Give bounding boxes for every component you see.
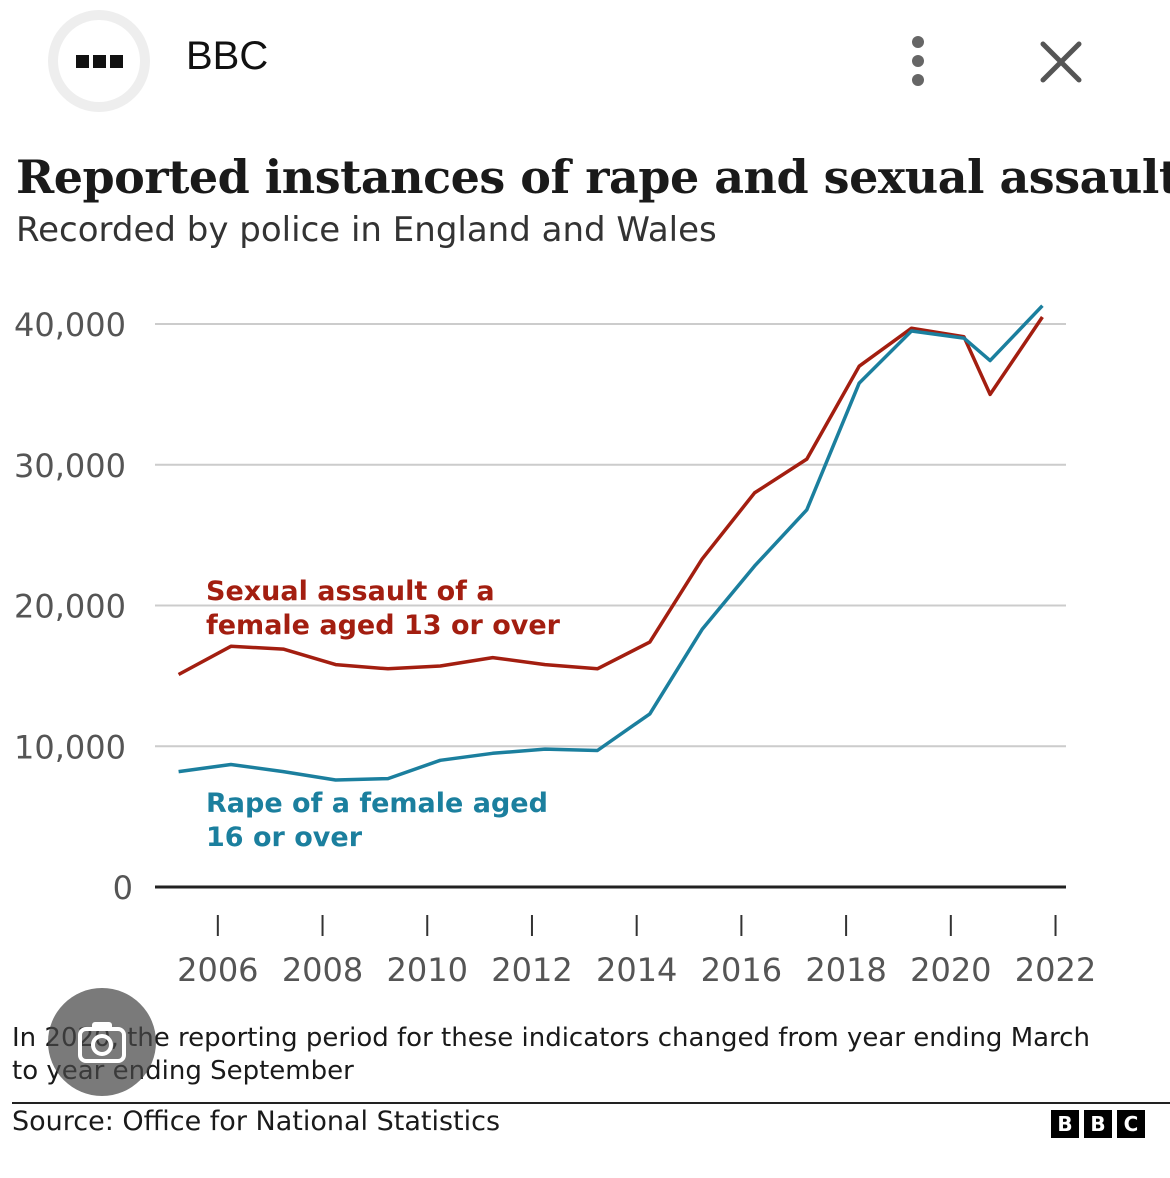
source-text: Source: Office for National Statistics: [12, 1106, 501, 1137]
x-tick-label: 2014: [596, 951, 677, 989]
bbc-logo-letter: B: [1051, 1110, 1079, 1138]
bbc-logo-letter: B: [1084, 1110, 1112, 1138]
chart-subtitle: Recorded by police in England and Wales: [16, 210, 717, 250]
x-tick-label: 2012: [491, 951, 572, 989]
sexual-assault-label: Sexual assault of a: [206, 576, 495, 607]
y-tick-label: 40,000: [14, 306, 126, 344]
sexual-assault-line: [177, 316, 1044, 677]
sexual-assault-label: female aged 13 or over: [206, 610, 561, 641]
kebab-menu-icon[interactable]: [900, 34, 936, 88]
bbc-logo: B B C: [1051, 1110, 1145, 1138]
y-tick-label: 10,000: [14, 728, 126, 766]
footer-divider: [12, 1102, 1170, 1104]
x-tick-label: 2006: [177, 951, 258, 989]
x-tick-label: 2010: [387, 951, 468, 989]
x-tick-label: 2016: [701, 951, 782, 989]
rape-line: [178, 304, 1044, 782]
chart-title: Reported instances of rape and sexual as…: [16, 150, 1170, 204]
rape-label: Rape of a female aged: [206, 788, 548, 819]
bbc-logo-letter: C: [1117, 1110, 1145, 1138]
app-badge[interactable]: [48, 10, 150, 112]
line-chart: 0 10,000 20,000 30,000 40,000 2006 2008 2010 201…: [14, 304, 1096, 989]
visual-search-camera-icon[interactable]: [48, 988, 156, 1096]
x-tick-label: 2018: [805, 951, 886, 989]
x-tick-label: 2020: [910, 951, 991, 989]
rape-label: 16 or over: [206, 822, 363, 853]
x-tick-label: 2022: [1015, 951, 1096, 989]
close-icon[interactable]: [1035, 36, 1087, 88]
footnote: In 2020, the reporting period for these …: [12, 1023, 1090, 1086]
y-tick-label: 0: [113, 869, 133, 907]
app-grid-icon: [58, 20, 140, 102]
app-name: BBC: [186, 34, 269, 78]
y-tick-label: 20,000: [14, 588, 126, 626]
x-tick-label: 2008: [282, 951, 363, 989]
y-tick-label: 30,000: [14, 447, 126, 485]
app-header: BBC: [0, 0, 1170, 120]
